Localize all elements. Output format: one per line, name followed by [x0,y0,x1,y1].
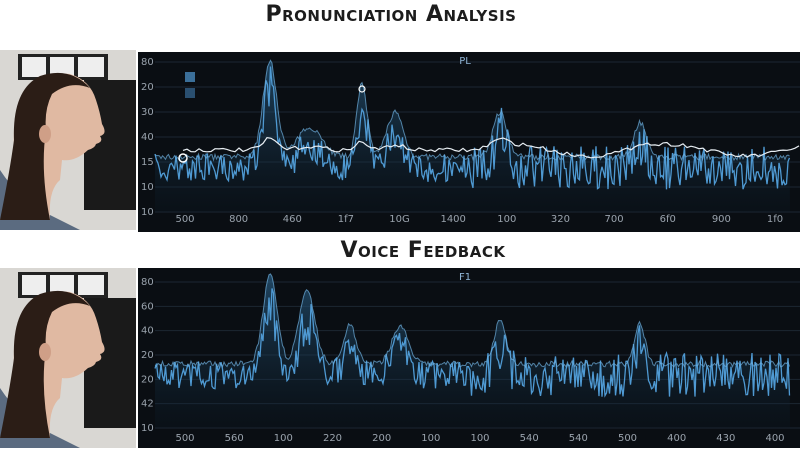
x-tick-label: 430 [716,433,735,444]
x-tick-label: 500 [175,214,194,225]
x-tick-label: 1400 [440,214,465,225]
x-tick-label: 1f0 [767,214,783,225]
x-tick-label: 100 [421,433,440,444]
waveform-area [155,273,790,428]
y-tick-label: 40 [141,326,154,337]
waveform [154,66,791,190]
x-tick-label: 200 [372,433,391,444]
header-label: PL [459,56,471,67]
y-tick-label: 20 [141,374,154,385]
portrait [0,268,136,448]
x-tick-label: 400 [667,433,686,444]
section-title: Voice Feedback [341,238,507,263]
x-tick-label: 100 [470,433,489,444]
y-tick-label: 10 [141,207,154,218]
x-tick-label: 900 [712,214,731,225]
pitch-marker [358,85,366,93]
legend-swatch [185,72,195,82]
y-tick-label: 20 [141,350,154,361]
y-tick-label: 10 [141,423,154,434]
pitch-marker [178,153,188,163]
x-tick-label: 220 [323,433,342,444]
y-tick-label: 40 [141,132,154,143]
y-tick-label: 80 [141,57,154,68]
x-tick-label: 6f0 [660,214,676,225]
x-tick-label: 460 [283,214,302,225]
waveform-area [155,60,790,212]
y-tick-label: 60 [141,301,154,312]
x-tick-label: 560 [225,433,244,444]
x-tick-label: 500 [618,433,637,444]
pitch-trace [182,136,800,159]
y-tick-label: 15 [141,157,154,168]
waveform-envelope [154,273,790,369]
y-tick-label: 30 [141,107,154,118]
x-tick-label: 540 [520,433,539,444]
x-tick-label: 100 [497,214,516,225]
waveform-envelope [154,59,790,162]
y-tick-label: 80 [141,277,154,288]
legend-swatch [185,88,195,98]
x-tick-label: 500 [175,433,194,444]
portrait [0,50,136,230]
x-tick-label: 400 [765,433,784,444]
header-label: F1 [459,272,471,283]
y-tick-label: 20 [141,82,154,93]
y-tick-label: 10 [141,182,154,193]
y-tick-label: 42 [141,399,154,410]
x-tick-label: 540 [569,433,588,444]
x-tick-label: 10G [389,214,409,225]
x-tick-label: 320 [551,214,570,225]
x-tick-label: 700 [605,214,624,225]
x-tick-label: 1f7 [338,214,354,225]
x-tick-label: 100 [274,433,293,444]
waveform [154,288,791,398]
x-tick-label: 800 [229,214,248,225]
section-title: Pronunciation Analysis [266,2,517,27]
